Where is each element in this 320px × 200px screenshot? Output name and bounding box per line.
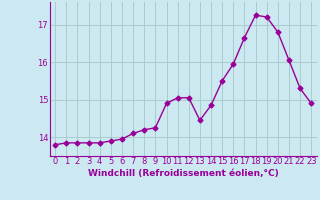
X-axis label: Windchill (Refroidissement éolien,°C): Windchill (Refroidissement éolien,°C): [88, 169, 279, 178]
